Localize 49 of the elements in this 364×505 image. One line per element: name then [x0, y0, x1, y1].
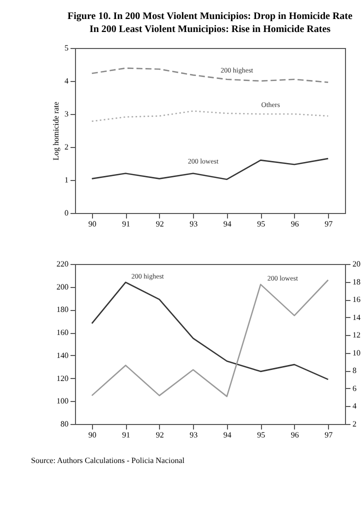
y2-tick-label: 18 [352, 277, 360, 286]
line-series [91, 67, 329, 83]
x-tick-label: 93 [190, 220, 198, 228]
x-tick-label: 95 [257, 220, 266, 228]
y2-tick-label: 20 [352, 260, 360, 268]
x-tick-label: 91 [122, 430, 130, 440]
y-tick-label: 5 [64, 44, 68, 52]
y2-tick-label: 10 [352, 348, 360, 358]
x-tick-label: 97 [324, 430, 333, 440]
x-tick-label: 95 [257, 430, 266, 440]
source-note: Source: Authors Calculations - Policia Nacional [31, 456, 186, 465]
y-tick-label: 120 [56, 374, 68, 383]
x-tick-label: 93 [190, 430, 198, 440]
chart-title: Figure 10. In 200 Most Violent Municipios: Drop in Homicide Rate [68, 11, 354, 22]
x-tick-label: 94 [223, 220, 232, 228]
y2-tick-label: 8 [352, 366, 356, 376]
y2-tick-label: 12 [352, 330, 360, 340]
y-tick-label: 200 [56, 282, 68, 292]
y2-tick-label: 6 [352, 384, 356, 393]
y-tick-label: 1 [64, 176, 68, 184]
y-axis-title: Log homicide rate [52, 101, 60, 160]
chart-subtitle: In 200 Least Violent Municipios: Rise in Homicide Rates [89, 24, 331, 35]
x-tick-label: 96 [290, 220, 299, 228]
line-series [91, 158, 329, 180]
x-tick-label: 90 [88, 430, 96, 440]
line-series [91, 110, 329, 122]
x-tick-label: 91 [122, 220, 130, 228]
y-tick-label: 140 [56, 350, 68, 360]
y-tick-label: 4 [64, 76, 68, 86]
y-tick-label: 180 [56, 305, 68, 314]
x-tick-label: 92 [156, 430, 164, 440]
y-tick-label: 100 [56, 396, 68, 406]
y2-tick-label: 16 [352, 295, 360, 304]
y-tick-label: 160 [56, 328, 68, 338]
y-tick-label: 2 [64, 142, 68, 152]
y-tick-label: 80 [60, 420, 68, 428]
y2-tick-label: 14 [352, 312, 360, 322]
x-tick-label: 96 [290, 430, 299, 440]
x-tick-label: 92 [156, 220, 164, 228]
y-tick-label: 3 [64, 110, 68, 118]
x-tick-label: 97 [324, 220, 333, 228]
y-tick-label: 220 [56, 260, 68, 268]
line-series [91, 282, 329, 380]
line-series [91, 279, 329, 398]
y2-tick-label: 2 [352, 420, 356, 428]
x-tick-label: 90 [88, 220, 96, 228]
y2-tick-label: 4 [352, 402, 356, 411]
y-tick-label: 0 [64, 208, 68, 218]
x-tick-label: 94 [223, 430, 232, 440]
